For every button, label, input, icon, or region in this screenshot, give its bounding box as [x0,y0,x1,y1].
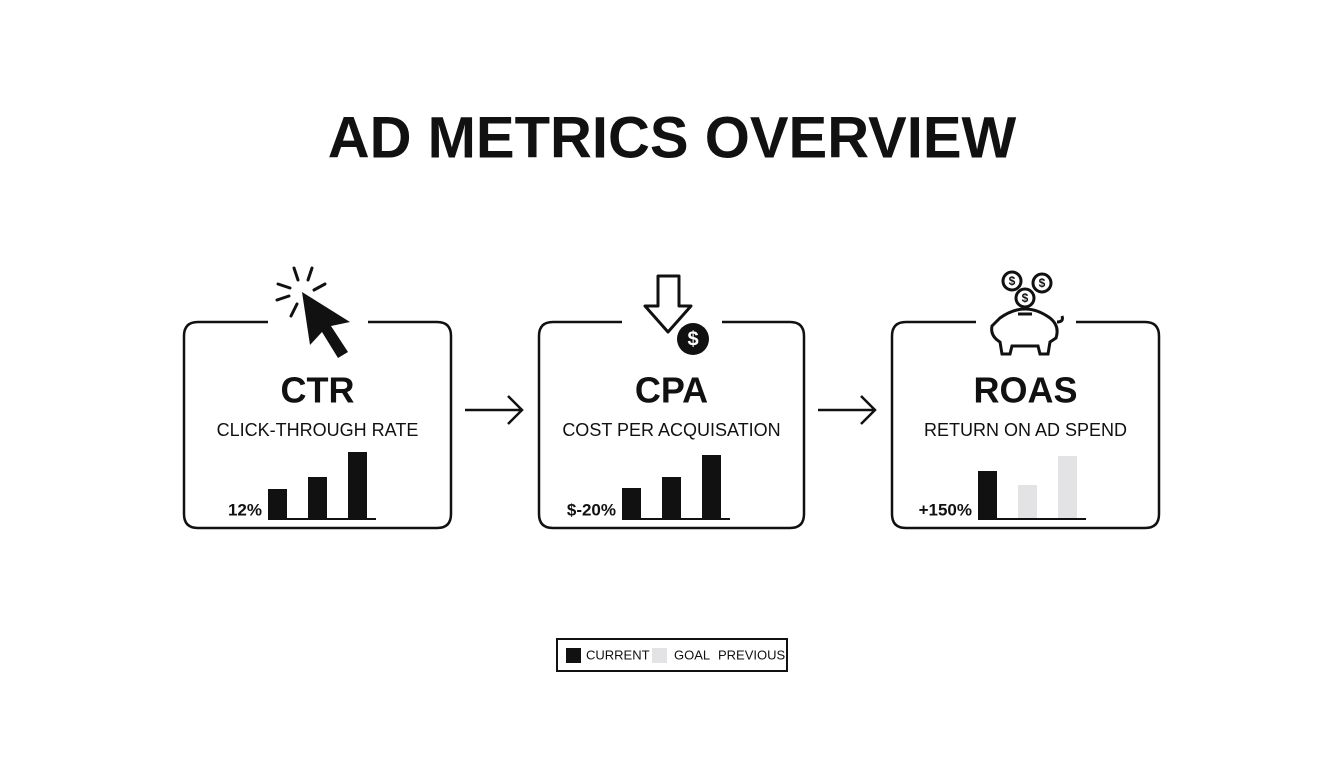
legend: CURRENT GOAL PREVIOUS [556,638,788,672]
card-border [890,320,1161,530]
svg-text:$: $ [1009,274,1016,288]
mini-bar [268,489,287,519]
card-border [537,320,806,530]
legend-swatch [566,648,581,663]
mini-bar [308,477,327,519]
legend-label: GOAL [674,647,710,662]
svg-text:$: $ [687,328,698,350]
svg-text:$: $ [1039,276,1046,290]
card-border [182,320,453,530]
mini-bar [978,471,997,519]
card-value: 12% [228,500,262,519]
flow-arrows [465,395,877,425]
card-title: CPA [635,370,708,411]
mini-bar [1058,456,1077,519]
card-title: CTR [281,370,355,411]
piggy-icon: $ $ $ [990,270,1064,356]
legend-label: PREVIOUS [718,647,786,662]
legend-swatch [652,648,667,663]
arrow [465,395,524,425]
card-value: $-20% [567,500,616,519]
mini-bar [1018,485,1037,519]
card-title: ROAS [973,370,1077,411]
title: AD METRICS OVERVIEW [328,105,1017,170]
mini-bar [348,452,367,519]
card-subtitle: CLICK-THROUGH RATE [217,420,419,440]
legend-box [556,638,788,672]
mini-bar [702,455,721,519]
cost-icon: $ [643,274,709,355]
legend-label: CURRENT [586,647,650,662]
card-subtitle: RETURN ON AD SPEND [924,420,1127,440]
cursor-icon [275,266,350,358]
arrow [818,395,877,425]
mini-bar [622,488,641,519]
card-value: +150% [919,500,972,519]
svg-text:$: $ [1022,291,1029,305]
mini-bar [662,477,681,519]
card-subtitle: COST PER ACQUISATION [562,420,780,440]
